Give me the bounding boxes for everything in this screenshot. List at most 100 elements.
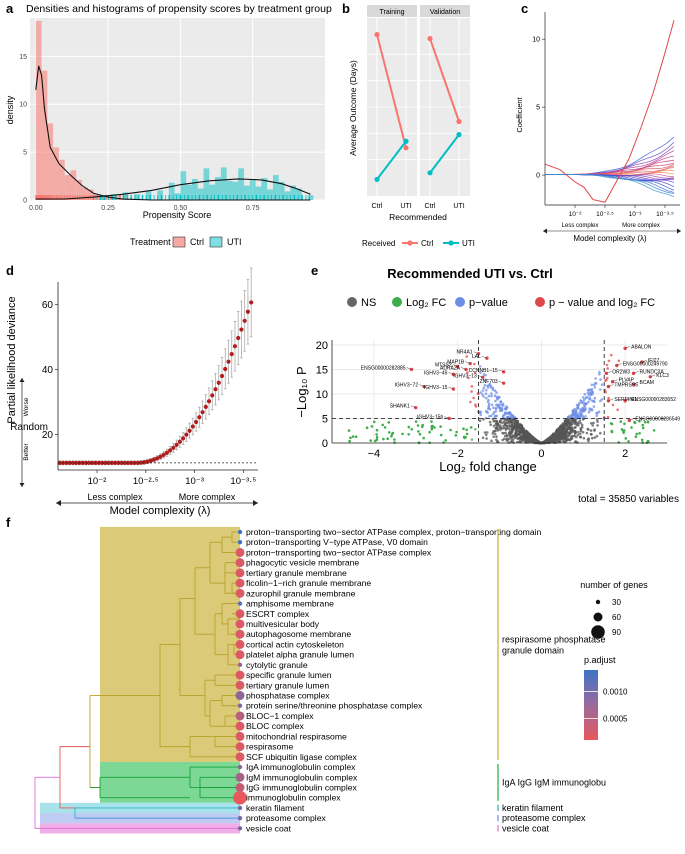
e-gene-point bbox=[587, 388, 591, 392]
e-gene-point bbox=[516, 428, 519, 431]
e-gene-point bbox=[470, 385, 474, 388]
e-gene-point bbox=[466, 371, 469, 374]
d-ytick-label: 60 bbox=[42, 300, 54, 311]
e-gene-point bbox=[622, 429, 625, 433]
e-gene-point bbox=[497, 424, 500, 428]
f-term-label: phosphatase complex bbox=[246, 691, 330, 701]
e-gene-point bbox=[590, 383, 594, 387]
e-gene-point bbox=[430, 420, 433, 423]
panel-c-less-complex: Less complex bbox=[562, 223, 599, 229]
f-term-dot bbox=[235, 609, 245, 619]
e-legend-label: p − value and log₂ FC bbox=[549, 297, 655, 309]
a-uti-bar bbox=[272, 175, 279, 200]
e-gene-point bbox=[495, 414, 499, 418]
e-gene-label: NR4A1 bbox=[456, 350, 472, 356]
f-term-label: proton−transporting two−sector ATPase co… bbox=[246, 527, 542, 537]
a-ytick-label: 0 bbox=[23, 198, 27, 205]
panel-c-more-complex: More complex bbox=[622, 223, 660, 229]
f-cluster-label: proteasome complex bbox=[502, 813, 586, 823]
panel-b-xtick-train-uti: UTI bbox=[400, 203, 411, 210]
e-gene-point bbox=[579, 409, 582, 412]
e-gene-point bbox=[595, 434, 599, 438]
e-label-leader bbox=[608, 398, 614, 402]
f-term-label: multivesicular body bbox=[246, 619, 320, 629]
e-gene-point bbox=[422, 436, 426, 440]
panel-d-less-complex: Less complex bbox=[87, 492, 143, 502]
e-gene-point bbox=[594, 382, 598, 385]
e-gene-point bbox=[478, 419, 482, 423]
f-term-label: tertiary granule lumen bbox=[246, 680, 329, 690]
e-gene-point bbox=[610, 422, 614, 426]
e-gene-point bbox=[520, 427, 523, 431]
e-gene-point bbox=[465, 355, 469, 358]
e-gene-point bbox=[503, 422, 507, 426]
f-term-label: immunoglobulin complex bbox=[246, 793, 341, 803]
e-gene-point bbox=[509, 416, 512, 420]
e-label-leader bbox=[448, 386, 454, 390]
e-gene-point bbox=[511, 428, 514, 431]
e-gene-point bbox=[560, 427, 564, 431]
f-term-dot bbox=[235, 742, 245, 752]
e-gene-point bbox=[574, 420, 577, 424]
e-gene-point bbox=[495, 391, 498, 394]
e-xtick-label: 0 bbox=[538, 448, 544, 460]
e-label-leader bbox=[633, 371, 639, 374]
e-gene-point bbox=[505, 405, 508, 408]
b-point bbox=[427, 170, 433, 176]
e-gene-point bbox=[410, 428, 414, 431]
e-gene-label: ABALON bbox=[631, 344, 652, 350]
a-uti-bar bbox=[209, 184, 216, 200]
panel-a-legend-uti: UTI bbox=[227, 237, 242, 247]
d-deviance-point bbox=[83, 460, 88, 465]
e-label-leader bbox=[608, 384, 614, 387]
e-label-leader bbox=[498, 380, 504, 384]
d-deviance-point bbox=[206, 399, 212, 404]
f-term-label: SCF ubiquitin ligase complex bbox=[246, 752, 358, 762]
e-gene-point bbox=[604, 390, 607, 394]
d-deviance-point bbox=[103, 460, 108, 465]
panel-a-title: Densities and histograms of propensity s… bbox=[26, 3, 332, 15]
f-term-dot bbox=[235, 588, 245, 598]
panel-d-xlabel: Model complexity (λ) bbox=[110, 505, 211, 517]
d-deviance-point bbox=[135, 460, 140, 465]
e-gene-point bbox=[571, 409, 575, 413]
e-gene-point bbox=[467, 376, 470, 380]
e-gene-label: TMPRSS6 bbox=[614, 383, 638, 389]
e-gene-point bbox=[481, 389, 485, 392]
e-gene-point bbox=[593, 400, 596, 404]
panel-b-legend-uti: UTI bbox=[462, 239, 475, 248]
e-gene-point bbox=[524, 438, 527, 442]
e-gene-point bbox=[512, 438, 515, 441]
e-gene-point bbox=[504, 411, 507, 415]
panel-c-ylabel: Coefficient bbox=[515, 96, 524, 132]
e-gene-point bbox=[581, 406, 585, 410]
e-gene-point bbox=[455, 430, 458, 434]
e-gene-point bbox=[582, 436, 586, 440]
e-gene-point bbox=[547, 440, 550, 443]
e-gene-point bbox=[490, 439, 493, 443]
e-gene-point bbox=[503, 407, 507, 410]
e-gene-point bbox=[593, 385, 597, 389]
e-gene-point bbox=[507, 421, 511, 425]
d-deviance-point bbox=[164, 450, 170, 455]
e-gene-point bbox=[449, 428, 452, 432]
e-gene-point bbox=[579, 427, 583, 430]
d-deviance-point bbox=[236, 335, 241, 341]
e-gene-point bbox=[521, 437, 524, 441]
f-term-label: ficolin−1−rich granule membrane bbox=[246, 578, 371, 588]
e-gene-point bbox=[507, 432, 511, 435]
e-gene-point bbox=[570, 434, 574, 438]
e-gene-point bbox=[382, 437, 385, 441]
f-term-dot bbox=[237, 540, 243, 545]
e-gene-point bbox=[591, 436, 594, 440]
e-gene-point bbox=[518, 436, 522, 440]
e-gene-point bbox=[485, 396, 488, 400]
f-term-label: amphisome membrane bbox=[246, 599, 334, 609]
e-gene-point bbox=[506, 415, 510, 419]
f-size-legend-label: 60 bbox=[612, 613, 621, 622]
e-gene-label: ZNF703 bbox=[480, 379, 498, 385]
f-term-dot bbox=[235, 670, 245, 680]
e-gene-point bbox=[577, 424, 580, 427]
e-gene-point bbox=[348, 439, 351, 443]
e-gene-point bbox=[464, 435, 467, 439]
